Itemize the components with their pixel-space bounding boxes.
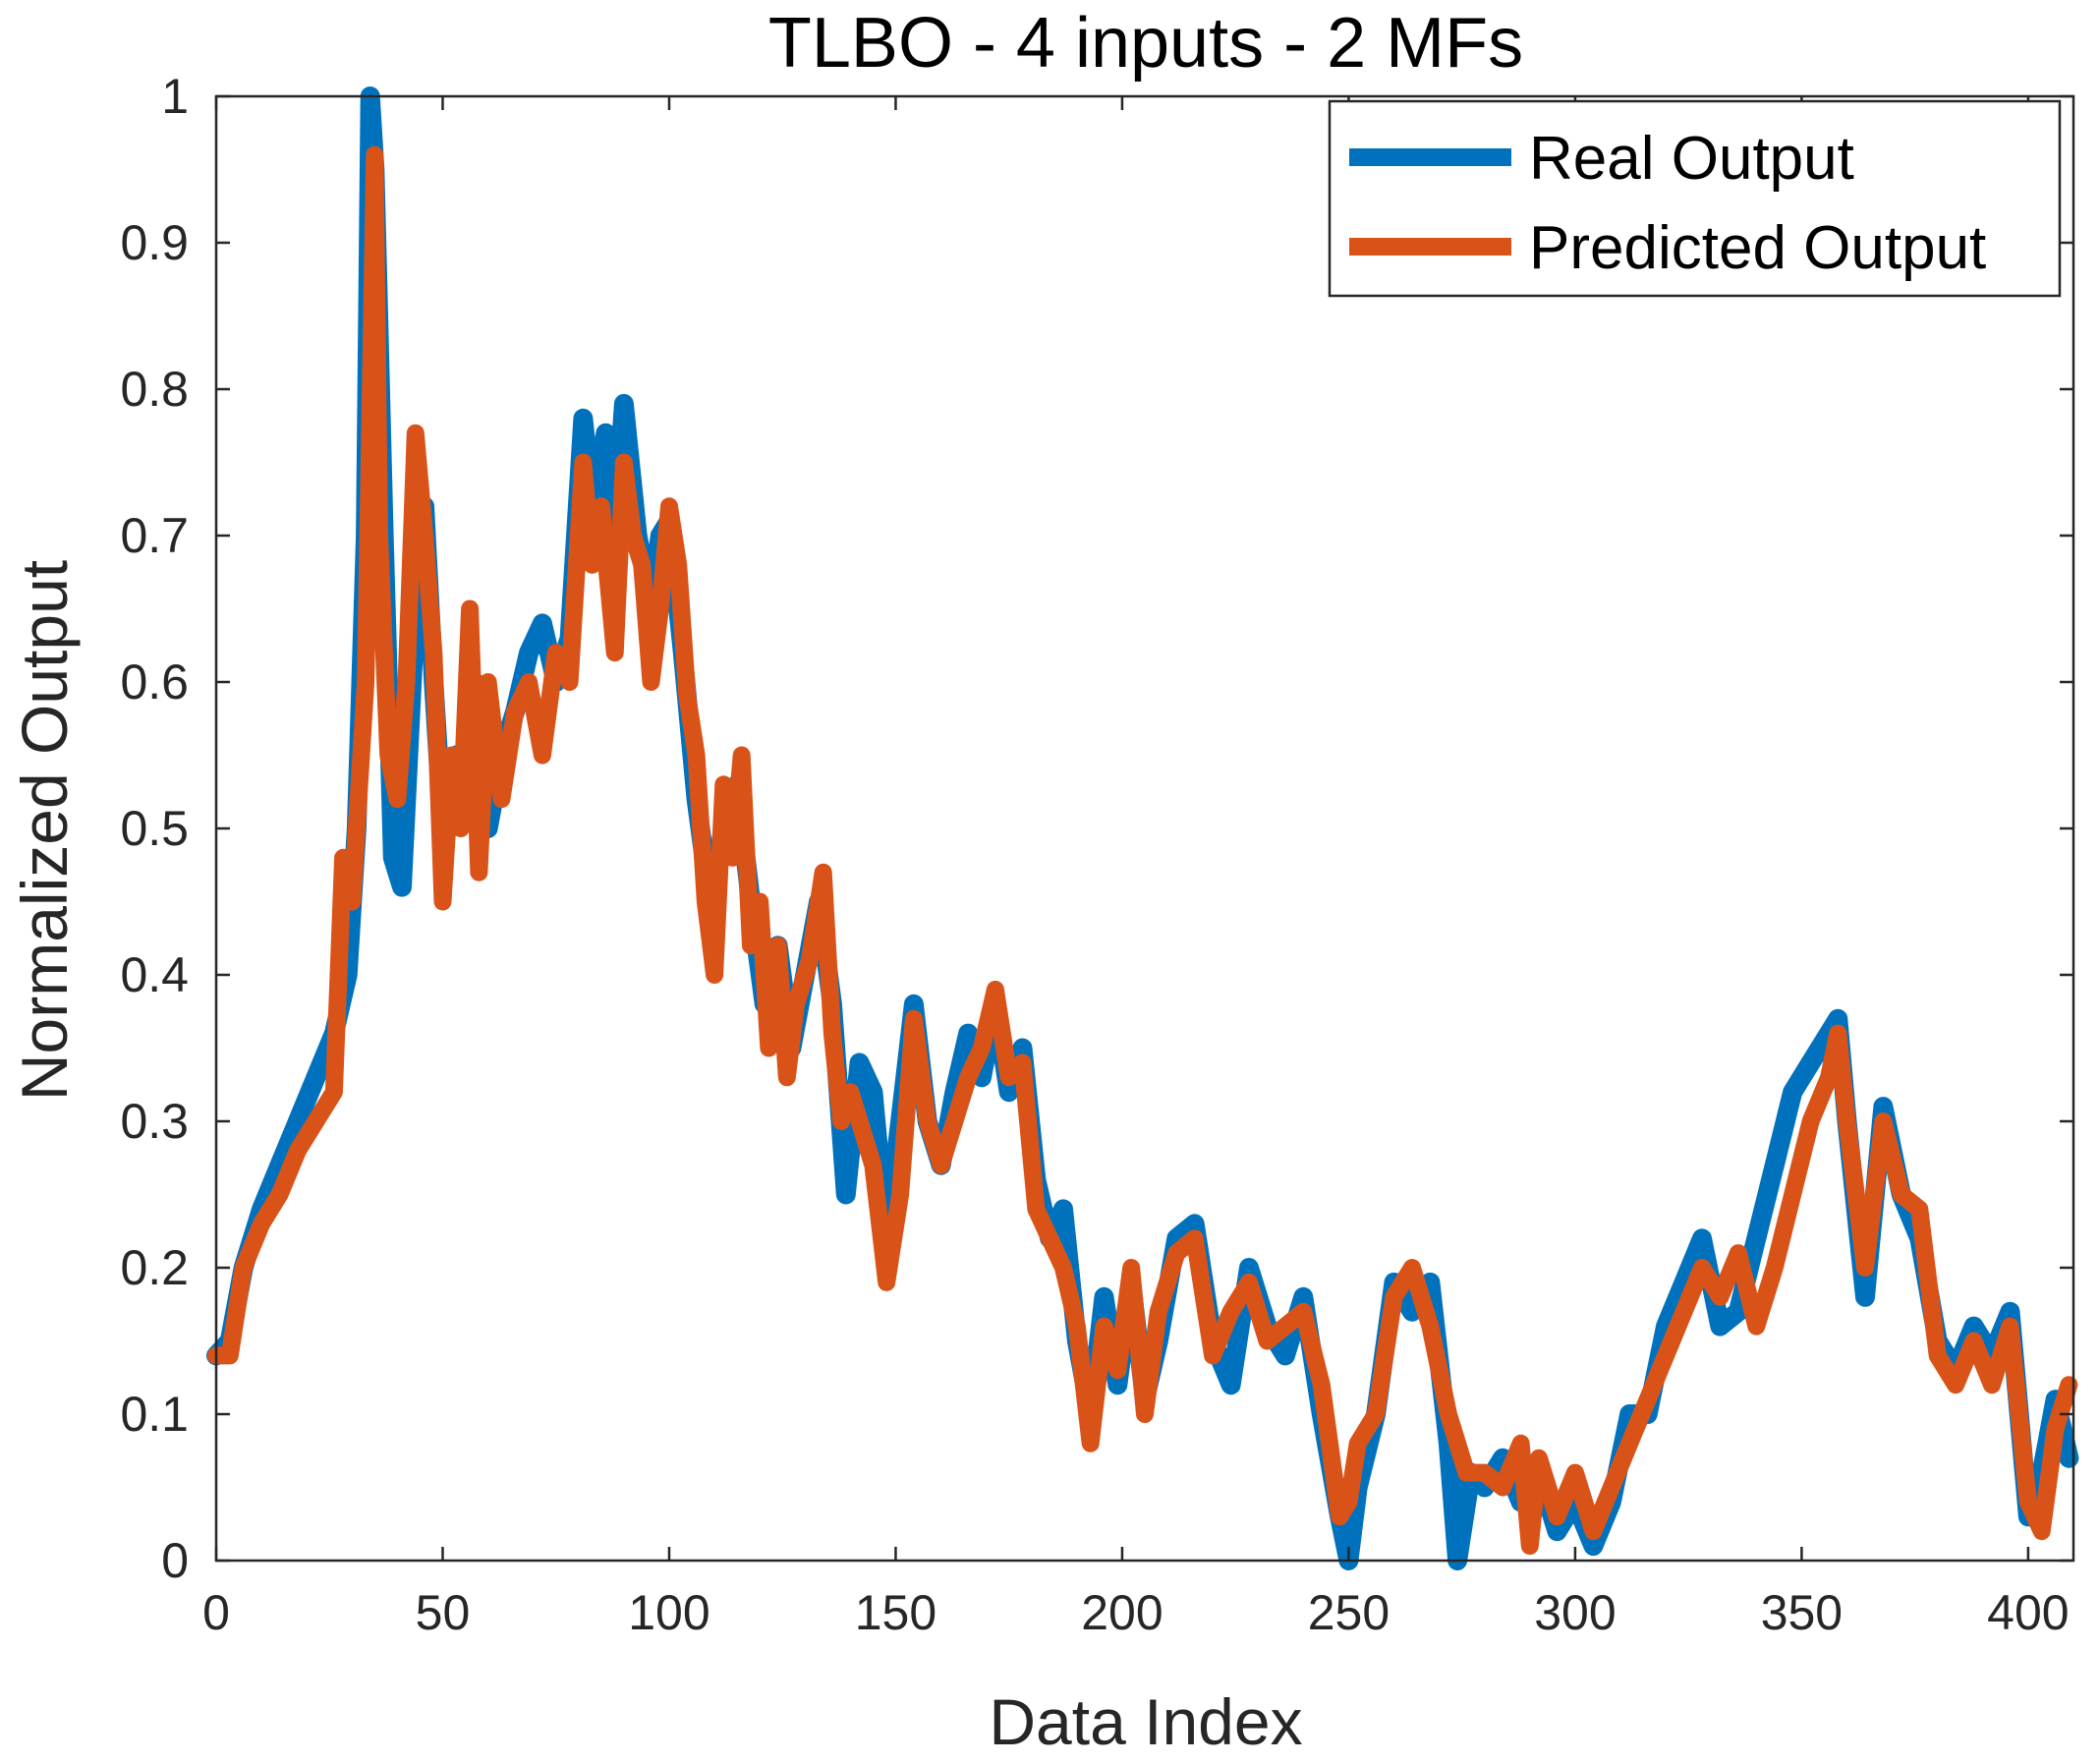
x-tick-label: 300 — [1534, 1585, 1616, 1640]
chart-title: TLBO - 4 inputs - 2 MFs — [768, 4, 1523, 83]
x-tick-label: 150 — [855, 1585, 936, 1640]
y-tick-label: 0.2 — [120, 1240, 189, 1295]
x-axis-label: Data Index — [989, 1685, 1302, 1758]
legend-label-real-output: Real Output — [1529, 125, 1854, 193]
y-tick-label: 0.5 — [120, 801, 189, 856]
y-tick-label: 0 — [161, 1533, 189, 1588]
x-tick-label: 50 — [416, 1585, 471, 1640]
y-axis-label: Normalized Output — [8, 560, 81, 1101]
x-tick-label: 100 — [628, 1585, 709, 1640]
series-line-predicted-output — [207, 145, 2078, 1556]
x-tick-label: 350 — [1761, 1585, 1843, 1640]
y-tick-label: 0.6 — [120, 654, 189, 710]
y-tick-label: 1 — [161, 69, 189, 124]
y-tick-label: 0.4 — [120, 947, 189, 1002]
x-tick-label: 0 — [202, 1585, 230, 1640]
y-tick-label: 0.3 — [120, 1094, 189, 1149]
y-tick-label: 0.9 — [120, 215, 189, 270]
y-tick-label: 0.7 — [120, 508, 189, 563]
legend-box — [1328, 99, 2062, 298]
y-tick-label: 0.8 — [120, 362, 189, 417]
tick-layer: 0 50 100 150 200 250 300 350 400 0 0.1 0.2 0.3 0.4 0.5… — [120, 69, 2073, 1640]
y-tick-label: 0.1 — [120, 1387, 189, 1442]
x-tick-label: 250 — [1308, 1585, 1390, 1640]
legend-label-predicted-output: Predicted Output — [1529, 214, 1986, 282]
legend: Real Output Predicted Output — [1328, 99, 2062, 298]
x-tick-label: 200 — [1081, 1585, 1163, 1640]
series-layer — [206, 86, 2079, 1570]
x-tick-label: 400 — [1987, 1585, 2069, 1640]
